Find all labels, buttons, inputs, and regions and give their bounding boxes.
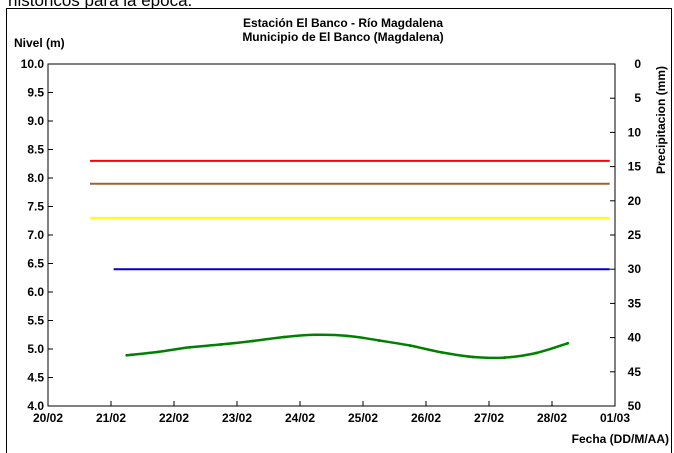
level-series-point — [471, 355, 475, 359]
chart-frame — [6, 8, 672, 453]
y-tick-label: 7.0 — [27, 228, 44, 242]
x-tick-label: 01/03 — [600, 411, 630, 425]
level-series-line — [126, 333, 569, 360]
y2-tick-label: 35 — [628, 296, 642, 310]
level-series-point — [377, 339, 381, 342]
y2-tick-label: 10 — [628, 125, 642, 139]
y-tick-label: 8.0 — [27, 171, 44, 185]
y-tick-label: 9.5 — [27, 86, 44, 100]
y-tick-label: 4.0 — [27, 399, 44, 413]
level-series — [125, 333, 570, 360]
y-tick-label: 10.0 — [21, 57, 45, 71]
y2-tick-label: 45 — [628, 365, 642, 379]
x-axis-ticks: 20/02 21/02 22/02 23/02 24/02 25/02 26/02 27/02… — [33, 401, 630, 425]
level-series-point — [440, 351, 444, 354]
y-tick-label: 4.5 — [27, 371, 44, 385]
y-tick-label: 6.0 — [27, 285, 44, 299]
y2-tick-label: 15 — [628, 160, 642, 174]
y-axis-label: Nivel (m) — [14, 36, 65, 50]
level-series-point — [534, 351, 538, 355]
y-tick-label: 8.5 — [27, 143, 44, 157]
chart-title: Estación El Banco - Río Magdalena — [243, 16, 443, 30]
x-tick-label: 25/02 — [348, 411, 378, 425]
y-tick-label: 6.5 — [27, 257, 44, 271]
y2-tick-label: 0 — [634, 57, 641, 71]
level-series-point — [345, 334, 349, 338]
y2-tick-label: 30 — [628, 262, 642, 276]
x-tick-label: 28/02 — [537, 411, 567, 425]
level-series-point — [156, 350, 160, 354]
y2-axis-ticks: 0 5 10 15 20 25 30 35 40 45 50 — [610, 57, 641, 413]
y-tick-label: 5.5 — [27, 314, 44, 328]
x-axis-label: Fecha (DD/M/AA) — [572, 432, 669, 446]
level-series-point — [251, 339, 255, 343]
level-series-point — [219, 343, 223, 346]
y-tick-label: 7.5 — [27, 200, 44, 214]
threshold-lines — [90, 159, 610, 271]
chart-subtitle: Municipio de El Banco (Magdalena) — [242, 30, 443, 44]
y2-tick-label: 50 — [628, 399, 642, 413]
y-axis-ticks: 10.0 9.5 9.0 8.5 8.0 7.5 7.0 6.5 6.0 5.5 5.0 4.5 4.0 — [21, 57, 53, 413]
y2-tick-label: 20 — [628, 194, 642, 208]
x-tick-label: 23/02 — [222, 411, 252, 425]
y2-tick-label: 40 — [628, 331, 642, 345]
x-tick-label: 27/02 — [474, 411, 504, 425]
level-series-point — [282, 335, 286, 339]
x-tick-label: 20/02 — [33, 411, 63, 425]
x-tick-label: 21/02 — [96, 411, 126, 425]
level-series-point — [314, 333, 318, 337]
level-series-point — [503, 356, 507, 359]
x-tick-label: 26/02 — [411, 411, 441, 425]
y2-tick-label: 25 — [628, 228, 642, 242]
x-tick-label: 24/02 — [285, 411, 315, 425]
y2-axis-label: Precipitacion (mm) — [654, 66, 668, 174]
caption-fragment: históricos para la época. — [8, 0, 193, 10]
level-series-point — [125, 353, 129, 357]
y-tick-label: 5.0 — [27, 342, 44, 356]
level-series-point — [408, 344, 412, 347]
level-series-point — [566, 341, 570, 345]
x-tick-label: 22/02 — [159, 411, 189, 425]
y2-tick-label: 5 — [634, 91, 641, 105]
y-tick-label: 9.0 — [27, 114, 44, 128]
level-series-point — [188, 345, 192, 349]
